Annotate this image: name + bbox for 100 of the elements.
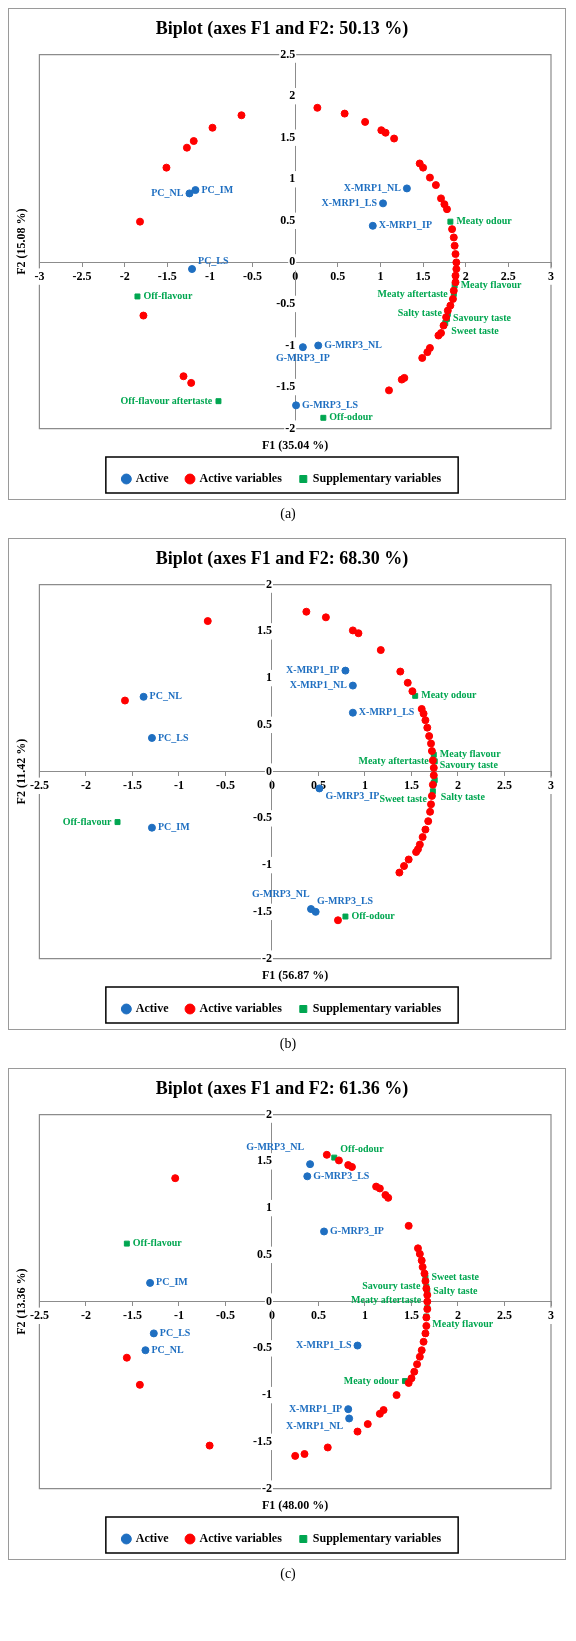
x-axis-title: F1 (35.04 %) (262, 437, 329, 452)
data-label: G-MRP3_IP (325, 790, 380, 802)
x-axis-title: F1 (56.87 %) (262, 967, 329, 982)
y-tick-label: 0.5 (280, 212, 296, 227)
y-tick-label: 1 (289, 171, 296, 186)
y-tick-label: -2 (261, 950, 272, 965)
y-tick-label: 1.5 (280, 129, 296, 144)
data-label: X-MRP1_IP (378, 219, 433, 231)
data-label: PC_NL (151, 186, 184, 198)
x-tick-label: 1 (361, 777, 368, 792)
x-axis-title: F1 (48.00 %) (262, 1497, 329, 1512)
data-label: G-MRP3_NL (324, 339, 383, 351)
data-label: Salty taste (440, 790, 486, 802)
data-label: Off-flavour aftertaste (120, 394, 213, 406)
legend-label: Supplementary variables (312, 1001, 442, 1016)
data-label: PC_LS (198, 254, 230, 266)
y-axis-title: F2 (15.08 %) (14, 208, 29, 275)
data-label: G-MRP3_NL (251, 888, 310, 900)
data-label: G-MRP3_IP (275, 351, 330, 363)
data-label: PC_IM (156, 1276, 189, 1288)
data-label: Meaty odour (421, 689, 478, 701)
data-label: Savoury taste (362, 1280, 421, 1292)
data-label: Salty taste (397, 307, 443, 319)
y-tick-label: 2 (265, 576, 272, 591)
legend-label: Active variables (199, 471, 283, 486)
x-tick-label: -0.5 (215, 1307, 235, 1322)
data-label: X-MRP1_IP (288, 1402, 343, 1414)
legend-label: Active variables (199, 1001, 283, 1016)
x-tick-label: -0.5 (215, 777, 235, 792)
x-tick-label: 0.5 (330, 268, 346, 283)
y-tick-label: 0 (289, 254, 296, 269)
y-tick-label: -1.5 (252, 1433, 272, 1448)
data-label: X-MRP1_NL (289, 679, 348, 691)
data-label: Savoury taste (439, 759, 499, 771)
x-tick-label: -1 (173, 1307, 184, 1322)
data-label: Sweet taste (431, 1270, 480, 1282)
y-tick-label: 2 (289, 88, 296, 103)
x-tick-label: 3 (548, 268, 554, 283)
y-tick-label: 0 (265, 763, 272, 778)
x-tick-label: -2 (119, 268, 130, 283)
data-label: Meaty aftertaste (377, 287, 449, 299)
y-tick-label: -0.5 (252, 1340, 272, 1355)
x-tick-label: 0.5 (310, 1307, 326, 1322)
x-tick-label: 1.5 (403, 777, 419, 792)
data-label: PC_NL (149, 690, 183, 702)
x-tick-label: -3 (34, 268, 45, 283)
data-label: PC_LS (159, 1326, 191, 1338)
data-label: PC_IM (157, 821, 191, 833)
data-label: Off-flavour (143, 290, 193, 302)
y-tick-label: 0 (265, 1293, 272, 1308)
chart-title: Biplot (axes F1 and F2: 61.36 %) (155, 1078, 409, 1100)
data-label: G-MRP3_LS (317, 894, 374, 906)
data-label: X-MRP1_NL (343, 181, 402, 193)
x-tick-label: 1.5 (415, 268, 431, 283)
data-label: Salty taste (433, 1284, 479, 1296)
data-label: Meaty flavour (439, 748, 502, 760)
x-tick-label: 1 (361, 1307, 368, 1322)
data-label: Sweet taste (379, 792, 428, 804)
data-label: G-MRP3_LS (302, 398, 359, 410)
data-label: PC_LS (157, 731, 189, 743)
data-label: X-MRP1_LS (358, 706, 415, 718)
text: (a) (279, 505, 297, 523)
y-axis-title: F2 (13.36 %) (14, 1268, 29, 1335)
legend-label: Supplementary variables (312, 471, 442, 486)
y-tick-label: -0.5 (276, 296, 296, 311)
data-label: Meaty odour (456, 215, 513, 227)
x-tick-label: -2 (80, 777, 91, 792)
data-label: Savoury taste (452, 312, 512, 324)
data-label: Off-flavour (132, 1237, 183, 1249)
chart-title: Biplot (axes F1 and F2: 68.30 %) (155, 548, 409, 570)
y-tick-label: 1.5 (256, 1153, 272, 1168)
legend-label: Supplementary variables (312, 1531, 442, 1546)
x-tick-label: -2 (80, 1307, 91, 1322)
y-tick-label: 0.5 (256, 1246, 272, 1261)
data-label: Off-odour (340, 1143, 385, 1155)
data-label: PC_NL (151, 1343, 184, 1355)
legend-label: Active (135, 1531, 170, 1546)
data-label: G-MRP3_NL (246, 1140, 305, 1152)
data-label: Off-odour (351, 910, 396, 922)
data-label: Sweet taste (451, 324, 500, 336)
y-tick-label: -0.5 (252, 810, 272, 825)
data-label: X-MRP1_IP (286, 664, 340, 676)
x-tick-label: 1.5 (403, 1307, 419, 1322)
x-tick-label: -2.5 (29, 777, 49, 792)
text: (b) (278, 1035, 298, 1053)
x-tick-label: 3 (548, 777, 554, 792)
data-label: G-MRP3_IP (330, 1225, 384, 1237)
y-tick-label: -2 (285, 420, 296, 435)
x-tick-label: 2.5 (496, 1307, 512, 1322)
data-label: Off-flavour (62, 815, 113, 827)
data-label: PC_IM (201, 183, 234, 195)
data-label: Off-odour (329, 411, 374, 423)
x-tick-label: -2.5 (29, 1307, 49, 1322)
y-tick-label: 2 (265, 1106, 272, 1121)
y-tick-label: 1 (265, 1200, 272, 1215)
y-tick-label: -2 (261, 1480, 272, 1495)
data-label: G-MRP3_LS (313, 1169, 370, 1181)
legend-label: Active variables (199, 1531, 283, 1546)
y-axis-title: F2 (11.42 %) (14, 738, 29, 805)
x-tick-label: 2 (454, 777, 461, 792)
